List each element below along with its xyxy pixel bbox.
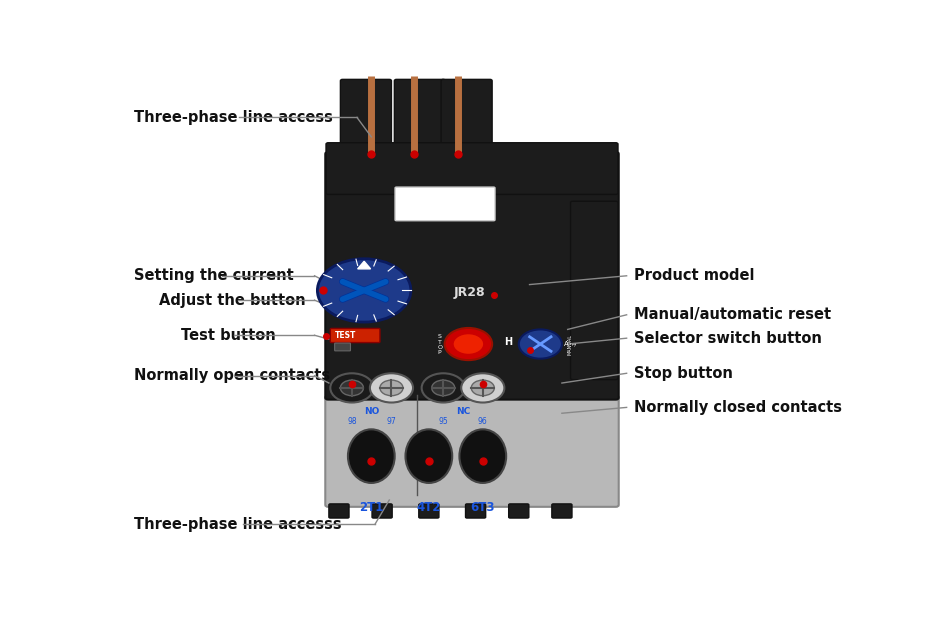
Text: Test button: Test button	[181, 328, 275, 342]
FancyBboxPatch shape	[335, 343, 350, 351]
Text: 96: 96	[477, 417, 488, 425]
Text: 4T2: 4T2	[416, 501, 440, 514]
Text: Setting the current: Setting the current	[133, 268, 294, 284]
Circle shape	[330, 373, 373, 403]
FancyBboxPatch shape	[394, 79, 445, 156]
FancyBboxPatch shape	[552, 504, 571, 518]
Text: JR28: JR28	[453, 286, 485, 299]
FancyBboxPatch shape	[508, 504, 528, 518]
Text: Manual/automatic reset: Manual/automatic reset	[633, 307, 830, 322]
FancyBboxPatch shape	[570, 201, 617, 380]
Circle shape	[518, 329, 562, 359]
FancyBboxPatch shape	[465, 504, 485, 518]
Text: Normally open contacts: Normally open contacts	[133, 368, 330, 383]
FancyBboxPatch shape	[440, 79, 491, 156]
Ellipse shape	[459, 429, 505, 483]
Ellipse shape	[405, 429, 451, 483]
Polygon shape	[357, 261, 370, 269]
Text: 97: 97	[387, 417, 396, 425]
Ellipse shape	[348, 429, 394, 483]
Text: 98: 98	[347, 417, 356, 425]
FancyBboxPatch shape	[325, 396, 618, 507]
Text: NO: NO	[363, 407, 379, 416]
FancyBboxPatch shape	[325, 142, 617, 194]
Text: 6T3: 6T3	[470, 501, 494, 514]
Text: Three-phase line access: Three-phase line access	[133, 110, 333, 125]
FancyBboxPatch shape	[395, 187, 494, 221]
Text: Normally closed contacts: Normally closed contacts	[633, 400, 841, 415]
FancyBboxPatch shape	[330, 329, 379, 342]
Circle shape	[431, 380, 454, 396]
Text: A: A	[564, 341, 568, 347]
FancyBboxPatch shape	[325, 152, 618, 399]
Text: S
T
O
P: S T O P	[437, 334, 441, 356]
Circle shape	[461, 373, 504, 403]
Circle shape	[379, 380, 402, 396]
Text: H: H	[503, 337, 512, 347]
Circle shape	[370, 373, 413, 403]
Text: TEST: TEST	[335, 331, 356, 340]
Text: Stop button: Stop button	[633, 366, 732, 381]
Circle shape	[471, 380, 494, 396]
Text: Three-phase line accesss: Three-phase line accesss	[133, 517, 341, 532]
FancyBboxPatch shape	[340, 79, 391, 156]
FancyBboxPatch shape	[372, 504, 392, 518]
Text: Product model: Product model	[633, 268, 754, 284]
Text: NC: NC	[455, 407, 470, 416]
Circle shape	[444, 328, 491, 360]
Circle shape	[421, 373, 464, 403]
Circle shape	[317, 259, 411, 322]
Text: Selector switch button: Selector switch button	[633, 330, 820, 346]
Text: Adjust the button: Adjust the button	[159, 292, 306, 308]
Text: 95: 95	[438, 417, 448, 425]
Circle shape	[340, 380, 363, 396]
Text: 2T1: 2T1	[359, 501, 383, 514]
Text: MANUAL
-1: MANUAL -1	[567, 334, 578, 354]
FancyBboxPatch shape	[328, 504, 349, 518]
Circle shape	[452, 334, 483, 354]
FancyBboxPatch shape	[418, 504, 438, 518]
